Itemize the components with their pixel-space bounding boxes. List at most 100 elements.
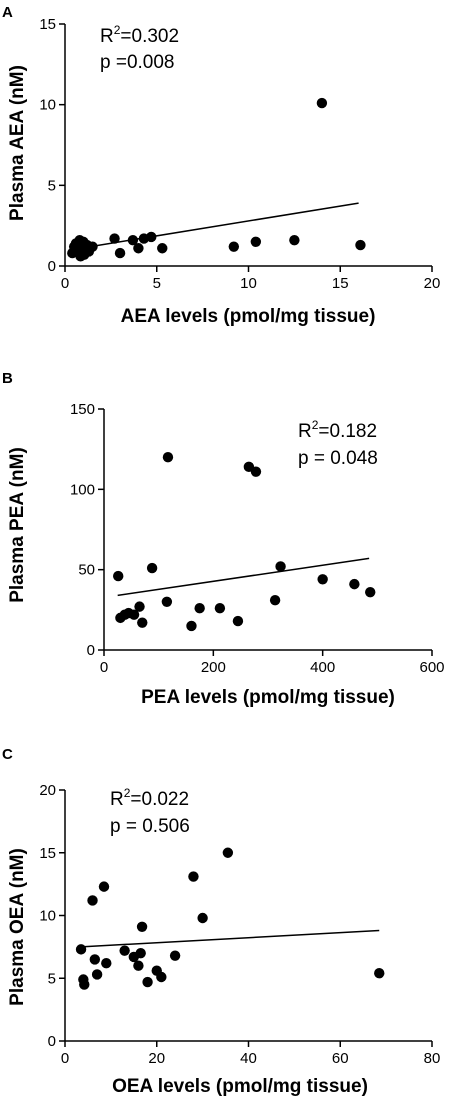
panel-c-points xyxy=(75,847,385,990)
panel-c-x-tick-label: 20 xyxy=(148,1050,165,1067)
panel-a-data-point xyxy=(114,247,126,259)
panel-b-points xyxy=(113,452,376,632)
panel-c-x-tick-label: 80 xyxy=(424,1050,441,1067)
panel-c-data-point xyxy=(222,847,234,858)
panel-b-r2-text: R2=0.182 xyxy=(298,418,377,442)
panel-a-data-point xyxy=(133,243,144,254)
panel-b-x-tick-label: 600 xyxy=(419,659,444,676)
panel-b-data-point xyxy=(161,596,173,607)
panel-c-x-tick-label: 40 xyxy=(240,1050,257,1067)
panel-c-y-tick-label: 5 xyxy=(48,970,56,987)
panel-c-y-tick-label: 10 xyxy=(39,908,56,925)
panel-a-x-tick-label: 0 xyxy=(61,275,69,292)
panel-b-y-tick-label: 100 xyxy=(70,481,95,498)
panel-a-data-point xyxy=(355,239,366,251)
panel-c-data-point xyxy=(133,960,144,971)
panel-a-fit xyxy=(70,202,359,251)
panel-c-data-point xyxy=(119,945,130,956)
panel-b-data-point xyxy=(137,617,148,628)
panel-b-x-axis-title: PEA levels (pmol/mg tissue) xyxy=(141,687,395,708)
panel-a-data-point xyxy=(109,233,120,244)
panel-a-y-tick-label: 10 xyxy=(39,97,56,114)
panel-b-data-point xyxy=(134,601,145,612)
panel-a-r2-text: R2=0.302 xyxy=(100,23,179,47)
panel-b-data-point xyxy=(349,578,360,590)
panel-a-data-point xyxy=(316,97,328,109)
panel-c-data-point xyxy=(135,947,146,959)
panel-b-data-point xyxy=(186,620,197,632)
panel-b-data-point xyxy=(214,603,226,614)
panel-c-data-point xyxy=(188,871,199,882)
panel-b-data-point xyxy=(113,570,124,582)
panel-a: A 0 5 10 15 0 5 10 15 20 R2=0.302 p =0.008 AEA l… xyxy=(2,4,440,327)
panel-c-data-point xyxy=(75,944,87,955)
panel-c-axes: 0 5 10 15 20 0 20 40 60 80 xyxy=(39,782,440,1067)
panel-b-data-point xyxy=(317,574,328,585)
panel-c-data-point xyxy=(79,979,90,990)
panel-c-data-point xyxy=(142,976,153,988)
panel-b-x-tick-label: 0 xyxy=(100,659,108,676)
panel-c-data-point xyxy=(87,895,98,906)
panel-b-y-tick-label: 50 xyxy=(78,562,95,579)
panel-b-p-text: p = 0.048 xyxy=(298,448,378,469)
panel-b-y-tick-label: 150 xyxy=(70,401,95,418)
panel-a-x-tick-label: 10 xyxy=(240,275,257,292)
panel-c-data-point xyxy=(89,954,101,965)
panel-b-data-point xyxy=(269,594,281,606)
panel-a-x-tick-label: 5 xyxy=(153,275,161,292)
panel-a-x-tick-label: 20 xyxy=(424,275,441,292)
panel-c-data-point xyxy=(197,912,208,924)
panel-b-data-point xyxy=(365,586,376,598)
panel-c-data-point xyxy=(91,969,103,980)
panel-a-data-point xyxy=(228,241,240,252)
panel-a-points xyxy=(67,97,366,262)
panel-c-y-tick-label: 20 xyxy=(39,782,56,799)
panel-b-regression-line xyxy=(117,557,370,597)
panel-c-fit xyxy=(81,929,380,948)
panel-c-data-point xyxy=(136,921,148,932)
panel-b-data-point xyxy=(194,603,205,614)
panel-a-x-tick-label: 15 xyxy=(332,275,349,292)
panel-a-x-axis-title: AEA levels (pmol/mg tissue) xyxy=(121,306,376,327)
panel-c-data-point xyxy=(374,968,385,979)
panel-c-x-tick-label: 60 xyxy=(332,1050,349,1067)
panel-a-data-point xyxy=(250,236,262,247)
panel-b-data-point xyxy=(250,466,262,477)
panel-label-a: A xyxy=(2,4,13,21)
panel-a-y-tick-label: 15 xyxy=(39,16,56,33)
panel-c-data-point xyxy=(101,957,112,969)
panel-b-data-point xyxy=(128,609,140,620)
panel-c-p-text: p = 0.506 xyxy=(110,816,190,837)
panel-b-data-point xyxy=(275,561,286,572)
panel-c-regression-line xyxy=(81,929,380,948)
panel-b-fit xyxy=(117,557,370,597)
panel-label-b: B xyxy=(2,370,13,387)
panel-c-r2-text: R2=0.022 xyxy=(110,786,189,810)
panel-b-data-point xyxy=(162,452,174,463)
panel-c: C 0 5 10 15 20 0 20 40 60 80 R2=0.022 p = 0.506 O… xyxy=(2,746,440,1097)
panel-a-data-point xyxy=(289,234,300,246)
panel-b-axes: 0 50 100 150 0 200 400 600 xyxy=(70,401,445,676)
panel-c-y-axis-title: Plasma OEA (nM) xyxy=(7,848,28,1006)
panel-c-data-point xyxy=(98,881,110,892)
panel-b-data-point xyxy=(146,562,158,574)
panel-b-data-point xyxy=(232,615,244,627)
panel-c-y-tick-label: 15 xyxy=(39,845,56,862)
panel-c-x-axis-title: OEA levels (pmol/mg tissue) xyxy=(112,1076,368,1097)
panel-b-y-tick-label: 0 xyxy=(87,642,95,659)
panel-a-y-axis-title: Plasma AEA (nM) xyxy=(7,65,28,221)
panel-a-p-text: p =0.008 xyxy=(100,52,175,73)
panel-b-x-tick-label: 200 xyxy=(201,659,226,676)
panel-a-y-tick-label: 0 xyxy=(48,258,56,275)
panel-b: B 0 50 100 150 0 200 400 600 R2=0.182 p = 0.048… xyxy=(2,370,445,708)
panel-c-y-tick-label: 0 xyxy=(48,1033,56,1050)
panel-b-y-axis-title: Plasma PEA (nM) xyxy=(7,447,28,603)
panel-b-x-tick-label: 400 xyxy=(310,659,335,676)
panel-c-data-point xyxy=(156,971,167,983)
panel-label-c: C xyxy=(2,746,13,763)
panel-a-axes: 0 5 10 15 0 5 10 15 20 xyxy=(39,16,440,292)
panel-a-regression-line xyxy=(70,202,359,251)
panel-a-data-point xyxy=(157,243,168,254)
panel-c-data-point xyxy=(169,950,181,961)
